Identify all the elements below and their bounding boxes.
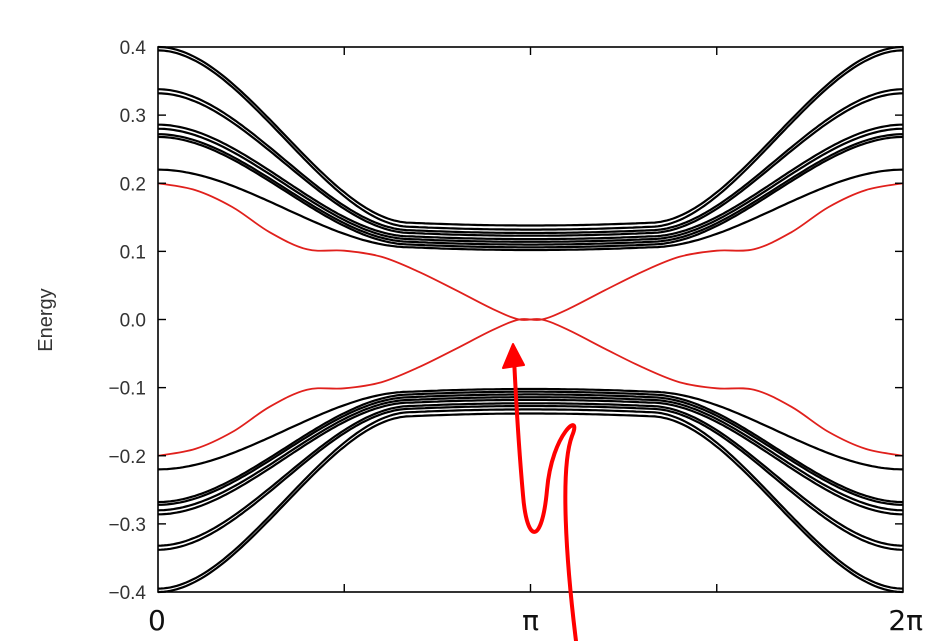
y-tick-label: 0.4 xyxy=(120,38,147,59)
bulk-band-line xyxy=(157,404,904,551)
bulk-band-line xyxy=(157,412,904,594)
x-tick-label: 2π xyxy=(888,604,923,637)
y-tick-label: −0.1 xyxy=(108,379,146,400)
edge-states xyxy=(157,182,904,457)
y-tick-label: −0.4 xyxy=(108,583,146,604)
bulk-band-line xyxy=(157,402,904,547)
edge-state-line xyxy=(157,182,904,457)
y-tick-label: 0.1 xyxy=(120,242,146,263)
bulk-band-line xyxy=(158,398,903,516)
bulk-band-line xyxy=(158,133,903,246)
bulk-band-line xyxy=(158,393,903,506)
y-tick-label: 0.3 xyxy=(120,106,146,127)
y-tick-label: −0.2 xyxy=(108,447,146,468)
bulk-band-line xyxy=(157,390,904,504)
arrow-shaft xyxy=(512,356,578,641)
y-tick-label: 0.2 xyxy=(120,174,146,195)
x-tick-label: 0 xyxy=(148,604,166,637)
arrow-head xyxy=(502,343,525,369)
bulk-band-line xyxy=(157,88,904,235)
annotation-arrow xyxy=(502,343,578,641)
bulk-band-line xyxy=(157,387,904,471)
bulk-band-line xyxy=(157,396,904,512)
bulk-band-line xyxy=(158,127,903,243)
y-axis-label: Energy xyxy=(35,288,57,351)
bulk-bands xyxy=(157,45,904,594)
bulk-band-line xyxy=(157,92,904,237)
x-tick-label: π xyxy=(522,604,539,637)
bulk-band-line xyxy=(157,408,904,590)
bulk-band-line xyxy=(158,123,903,241)
bulk-band-line xyxy=(157,49,904,231)
axis-labels: −0.4 −0.3 −0.2 −0.1 0.0 0.1 0.2 0.3 0.4 0 π 2π xyxy=(108,38,923,637)
axis-ticks xyxy=(158,46,903,593)
y-tick-label: 0.0 xyxy=(120,311,146,332)
bulk-band-line xyxy=(157,135,904,249)
y-tick-label: −0.3 xyxy=(108,515,146,536)
bulk-band-line xyxy=(157,45,904,227)
bulk-band-line xyxy=(157,168,904,252)
